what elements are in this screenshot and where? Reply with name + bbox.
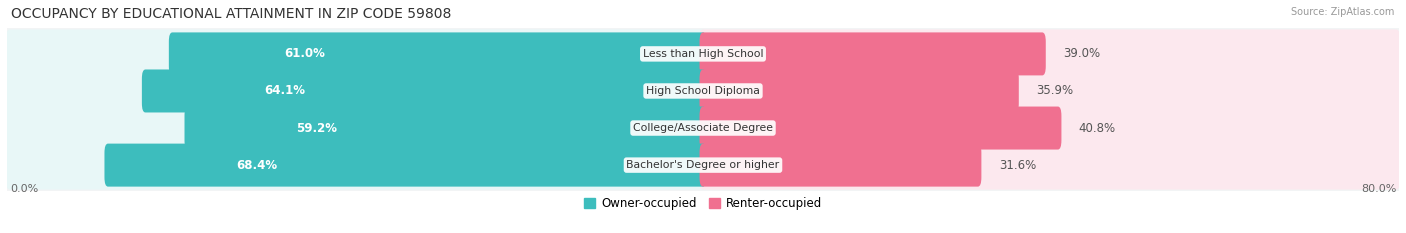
Text: High School Diploma: High School Diploma — [647, 86, 759, 96]
FancyBboxPatch shape — [699, 29, 1400, 78]
Text: 35.9%: 35.9% — [1036, 85, 1073, 97]
FancyBboxPatch shape — [4, 97, 1402, 159]
FancyBboxPatch shape — [6, 29, 707, 78]
FancyBboxPatch shape — [104, 144, 706, 187]
Text: 64.1%: 64.1% — [264, 85, 305, 97]
FancyBboxPatch shape — [142, 69, 706, 113]
Legend: Owner-occupied, Renter-occupied: Owner-occupied, Renter-occupied — [579, 192, 827, 215]
Text: 80.0%: 80.0% — [1361, 184, 1396, 194]
Text: Bachelor's Degree or higher: Bachelor's Degree or higher — [627, 160, 779, 170]
Text: 0.0%: 0.0% — [10, 184, 38, 194]
Text: College/Associate Degree: College/Associate Degree — [633, 123, 773, 133]
FancyBboxPatch shape — [4, 23, 1402, 85]
FancyBboxPatch shape — [4, 134, 1402, 196]
Text: 68.4%: 68.4% — [236, 159, 277, 172]
FancyBboxPatch shape — [700, 69, 1019, 113]
Text: 31.6%: 31.6% — [998, 159, 1036, 172]
FancyBboxPatch shape — [169, 32, 706, 75]
Text: 39.0%: 39.0% — [1063, 47, 1101, 60]
FancyBboxPatch shape — [6, 104, 707, 153]
FancyBboxPatch shape — [4, 60, 1402, 122]
FancyBboxPatch shape — [6, 141, 707, 190]
FancyBboxPatch shape — [700, 106, 1062, 150]
Text: Source: ZipAtlas.com: Source: ZipAtlas.com — [1291, 7, 1395, 17]
Text: 61.0%: 61.0% — [284, 47, 325, 60]
FancyBboxPatch shape — [700, 144, 981, 187]
FancyBboxPatch shape — [699, 104, 1400, 153]
Text: Less than High School: Less than High School — [643, 49, 763, 59]
Text: 59.2%: 59.2% — [297, 122, 337, 134]
FancyBboxPatch shape — [699, 66, 1400, 115]
FancyBboxPatch shape — [184, 106, 706, 150]
Text: OCCUPANCY BY EDUCATIONAL ATTAINMENT IN ZIP CODE 59808: OCCUPANCY BY EDUCATIONAL ATTAINMENT IN Z… — [11, 7, 451, 21]
FancyBboxPatch shape — [6, 66, 707, 115]
FancyBboxPatch shape — [699, 141, 1400, 190]
FancyBboxPatch shape — [700, 32, 1046, 75]
Text: 40.8%: 40.8% — [1078, 122, 1116, 134]
